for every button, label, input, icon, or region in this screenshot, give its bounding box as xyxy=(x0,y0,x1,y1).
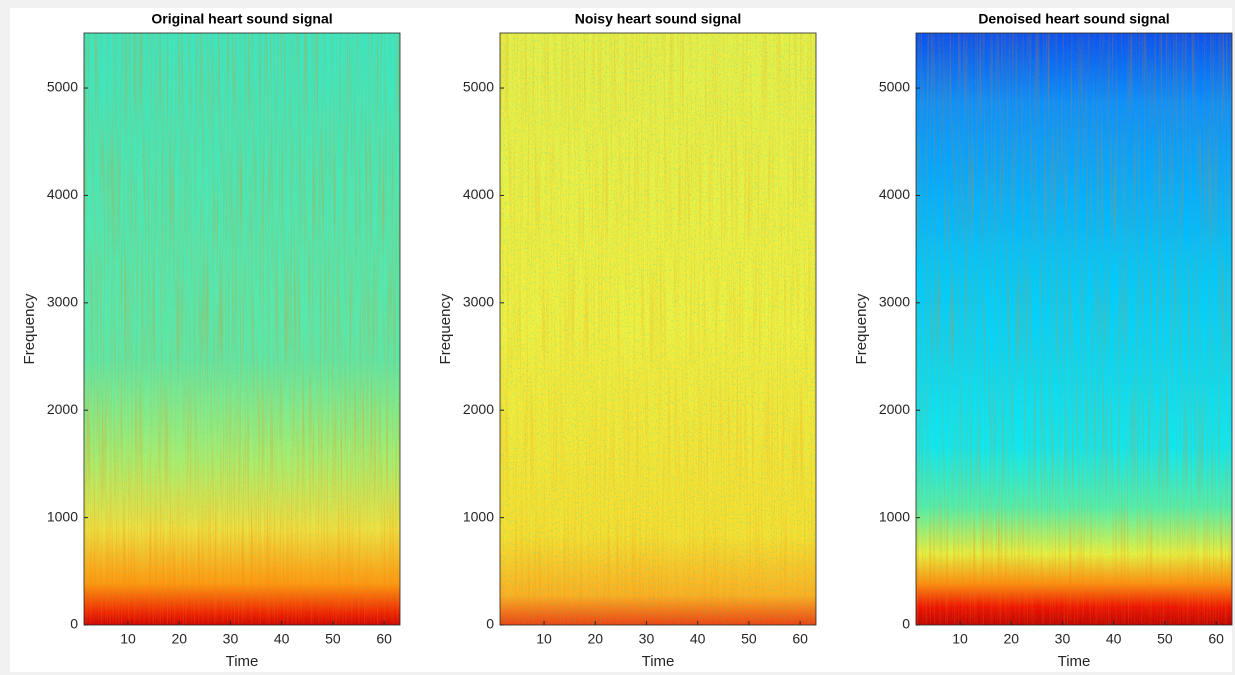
y-axis-label: Frequency xyxy=(853,293,870,364)
y-tick-label: 5000 xyxy=(463,79,494,95)
x-tick-label: 30 xyxy=(1055,631,1071,647)
y-axis-label: Frequency xyxy=(21,293,38,364)
x-tick-label: 60 xyxy=(376,631,392,647)
axes-box xyxy=(499,32,817,626)
x-tick-label: 40 xyxy=(1106,631,1122,647)
x-axis-label: Time xyxy=(1058,653,1091,670)
y-tick-label: 0 xyxy=(486,616,494,632)
y-tick-label: 0 xyxy=(70,616,78,632)
y-tick-label: 4000 xyxy=(879,186,910,202)
y-tick-label: 5000 xyxy=(47,79,78,95)
x-tick-label: 10 xyxy=(952,631,968,647)
x-tick-label: 40 xyxy=(690,631,706,647)
x-axis-label: Time xyxy=(226,653,259,670)
y-tick-label: 4000 xyxy=(47,186,78,202)
y-tick-label: 1000 xyxy=(879,508,910,524)
x-tick-label: 40 xyxy=(274,631,290,647)
y-tick-label: 3000 xyxy=(879,294,910,310)
x-tick-label: 20 xyxy=(587,631,603,647)
x-tick-label: 30 xyxy=(223,631,239,647)
y-tick-label: 0 xyxy=(902,616,910,632)
spectrogram-speckle xyxy=(916,33,1232,625)
x-tick-label: 20 xyxy=(1003,631,1019,647)
spectrogram-image xyxy=(500,33,816,625)
y-tick-label: 2000 xyxy=(47,401,78,417)
y-tick-label: 1000 xyxy=(463,508,494,524)
axes-box xyxy=(915,32,1233,626)
y-tick-label: 5000 xyxy=(879,79,910,95)
x-tick-label: 10 xyxy=(120,631,136,647)
y-tick-label: 1000 xyxy=(47,508,78,524)
chart-title: Denoised heart sound signal xyxy=(978,11,1169,27)
spectrogram-speckle xyxy=(500,33,816,625)
x-tick-label: 50 xyxy=(741,631,757,647)
x-tick-label: 50 xyxy=(1157,631,1173,647)
spectrogram-image xyxy=(916,33,1232,625)
x-tick-label: 60 xyxy=(792,631,808,647)
spectrogram-image xyxy=(84,33,400,625)
axes-box xyxy=(83,32,401,626)
chart-title: Noisy heart sound signal xyxy=(575,11,741,27)
chart-title: Original heart sound signal xyxy=(151,11,332,27)
x-tick-label: 20 xyxy=(171,631,187,647)
x-tick-label: 60 xyxy=(1208,631,1224,647)
y-tick-label: 3000 xyxy=(463,294,494,310)
x-axis-label: Time xyxy=(642,653,675,670)
y-tick-label: 4000 xyxy=(463,186,494,202)
x-tick-label: 10 xyxy=(536,631,552,647)
y-tick-label: 2000 xyxy=(879,401,910,417)
spectrogram-speckle xyxy=(84,33,400,625)
y-axis-label: Frequency xyxy=(437,293,454,364)
y-tick-label: 2000 xyxy=(463,401,494,417)
x-tick-label: 30 xyxy=(639,631,655,647)
x-tick-label: 50 xyxy=(325,631,341,647)
y-tick-label: 3000 xyxy=(47,294,78,310)
